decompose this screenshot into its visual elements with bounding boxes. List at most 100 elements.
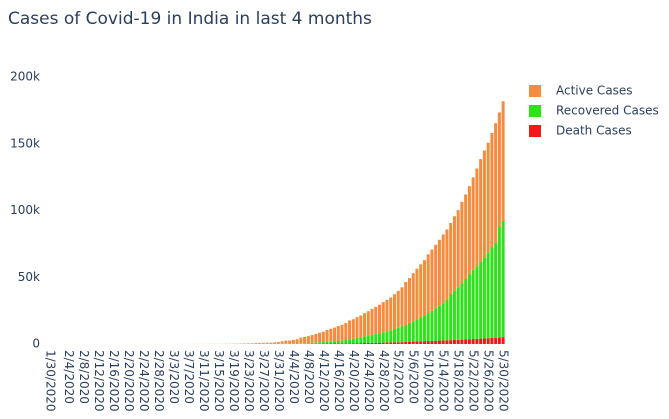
bar [333,327,337,342]
bar [497,112,501,228]
bar [467,339,471,344]
bar [392,329,396,343]
bar [400,287,404,327]
bar [366,335,370,343]
bar [265,342,269,344]
x-tick-label: 3/11/2020 [197,350,211,412]
bar [336,341,340,344]
bar [381,332,385,343]
bar [366,342,370,344]
bar [396,327,400,343]
bar [340,324,344,341]
x-tick-label: 2/8/2020 [77,350,91,404]
bar [381,342,385,344]
bar [336,343,340,344]
bar [261,342,265,344]
bar [374,306,378,335]
bar [426,313,430,342]
bar [351,343,355,344]
bar [460,283,464,340]
bar [359,315,363,338]
bar [419,264,423,318]
bar [348,343,352,344]
bar [396,291,400,328]
bar [430,310,434,341]
x-tick-label: 2/12/2020 [92,350,106,412]
bar [494,337,498,344]
bar [471,269,475,340]
bar [378,342,382,344]
bar [318,342,322,344]
bar [452,290,456,340]
x-tick-label: 3/19/2020 [227,350,241,412]
bar [329,341,333,344]
bar [494,242,498,338]
bar [441,234,445,304]
x-tick-label: 3/23/2020 [242,350,256,412]
x-tick-label: 4/16/2020 [332,350,346,412]
bar [422,315,426,342]
bar [482,257,486,339]
bar [430,249,434,311]
bar [344,343,348,344]
bar [295,339,299,344]
bar [501,101,505,221]
bar [456,339,460,344]
bar [288,340,292,344]
bar [355,337,359,344]
bar [449,222,453,295]
bar [494,123,498,243]
bar [269,342,273,344]
bar [374,334,378,343]
bar [299,337,303,344]
bar [314,342,318,344]
bar [460,339,464,344]
bar [378,304,382,334]
x-tick-label: 4/12/2020 [317,350,331,412]
bar [381,302,385,333]
bar [452,216,456,291]
bar [389,330,393,343]
bar [471,177,475,270]
bar [299,343,303,344]
bar [434,340,438,344]
bar [479,159,483,262]
bar [475,338,479,344]
bar [355,343,359,344]
bar [370,342,374,344]
bar [303,336,307,344]
x-tick-label: 3/15/2020 [212,350,226,412]
bar [284,340,288,344]
bar [441,340,445,344]
bar [348,339,352,344]
bar [434,244,438,309]
x-tick-label: 4/20/2020 [347,350,361,412]
x-tick-label: 5/6/2020 [407,350,421,404]
bar [254,343,258,344]
bar [411,341,415,344]
x-tick-label: 4/24/2020 [362,350,376,412]
bar [456,210,460,288]
bar [359,337,363,344]
bar [490,132,494,248]
x-tick-label: 4/28/2020 [377,350,391,412]
bar [441,303,445,341]
bar [400,326,404,343]
bar [370,308,374,335]
bar [344,340,348,344]
bar [329,343,333,344]
bar [389,297,393,331]
bar [344,323,348,341]
bar [392,294,396,330]
bar [422,341,426,344]
bar [250,343,254,344]
bar [464,339,468,344]
bar [340,343,344,344]
bar [404,324,408,342]
bar [460,201,464,284]
bar [303,343,307,344]
bar [411,273,415,322]
bar [475,266,479,339]
bar [434,308,438,341]
bar [336,326,340,342]
